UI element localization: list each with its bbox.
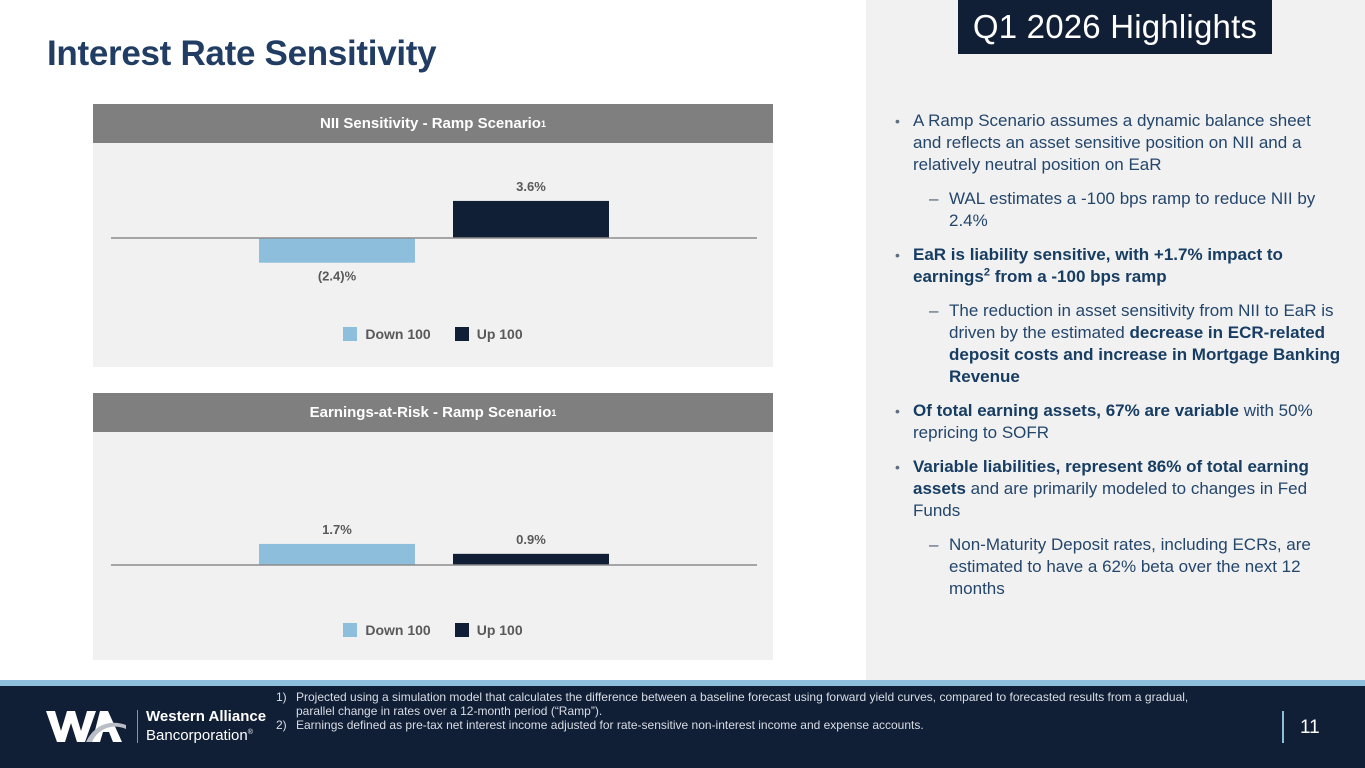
highlights-list: A Ramp Scenario assumes a dynamic balanc… (893, 110, 1343, 612)
footnote-number: 1) (276, 690, 287, 704)
legend-item-down-100: Down 100 (343, 326, 431, 342)
nii-chart-plot: (2.4)% 3.6% (111, 179, 757, 284)
highlight-sub-bullet: The reduction in asset sensitivity from … (893, 300, 1343, 388)
page-number: 11 (1300, 717, 1320, 738)
legend-label: Down 100 (365, 622, 431, 638)
legend-label: Up 100 (476, 326, 523, 342)
ear-chart-title: Earnings-at-Risk - Ramp Scenario 1 (93, 393, 773, 432)
footnote-text: Earnings defined as pre-tax net interest… (296, 718, 924, 732)
highlight-bullet: A Ramp Scenario assumes a dynamic balanc… (893, 110, 1343, 176)
data-label: 0.9% (516, 532, 546, 547)
highlight-text: Of total earning assets, 67% are variabl… (913, 401, 1239, 420)
data-label: 3.6% (516, 179, 546, 194)
logo-company-name: Western Alliance (146, 708, 267, 725)
footnote-ref: 2 (983, 266, 990, 279)
highlight-text: from a -100 bps ramp (989, 267, 1167, 286)
logo-sub-text: Bancorporation (146, 727, 248, 744)
legend-item-up-100: Up 100 (454, 326, 523, 342)
highlight-text: and are primarily modeled to changes in … (913, 479, 1308, 520)
legend-label: Down 100 (365, 326, 431, 342)
logo-company-sub: Bancorporation® (146, 727, 253, 745)
legend-swatch-down (343, 623, 358, 637)
bar-down-100 (259, 543, 415, 565)
highlight-bullet: Of total earning assets, 67% are variabl… (893, 400, 1343, 444)
highlight-text: Non-Maturity Deposit rates, including EC… (949, 535, 1311, 598)
footnotes: 1) Projected using a simulation model th… (276, 690, 1216, 732)
highlight-text: EaR is liability sensitive, with +1.7% i… (913, 245, 1283, 286)
highlight-text: with 50% repricing to SOFR (913, 401, 1313, 442)
legend-swatch-up (454, 623, 469, 637)
page-number-divider (1282, 711, 1284, 743)
page-title: Interest Rate Sensitivity (47, 34, 437, 73)
logo-divider (137, 710, 138, 743)
highlight-text: A Ramp Scenario assumes a dynamic balanc… (913, 111, 1311, 174)
footnote-2: 2) Earnings defined as pre-tax net inter… (276, 718, 1216, 732)
ear-chart-panel: Earnings-at-Risk - Ramp Scenario 1 1.7% 0.… (93, 393, 773, 660)
data-label: 1.7% (322, 522, 352, 537)
nii-chart-legend: Down 100 Up 100 (93, 326, 773, 342)
nii-chart-title: NII Sensitivity - Ramp Scenario 1 (93, 104, 773, 143)
ear-chart-plot: 1.7% 0.9% (111, 522, 757, 566)
highlight-bullet: EaR is liability sensitive, with +1.7% i… (893, 244, 1343, 288)
footnote-text: Projected using a simulation model that … (296, 690, 1189, 718)
legend-item-down-100: Down 100 (343, 622, 431, 638)
registered-mark: ® (247, 729, 253, 736)
highlight-text: WAL estimates a -100 bps ramp to reduce … (949, 189, 1316, 230)
highlights-badge: Q1 2026 Highlights (958, 0, 1272, 54)
highlight-text: Variable liabilities, represent 86% of t… (913, 457, 1309, 498)
legend-label: Up 100 (476, 622, 523, 638)
highlight-text: The reduction in asset sensitivity from … (949, 301, 1334, 342)
data-label: (2.4)% (318, 269, 357, 284)
footnote-number: 2) (276, 718, 287, 732)
nii-chart-panel: NII Sensitivity - Ramp Scenario 1 (2.4)% 3… (93, 104, 773, 367)
bar-down-100 (259, 238, 415, 263)
ear-chart-legend: Down 100 Up 100 (93, 622, 773, 638)
footnote-1: 1) Projected using a simulation model th… (276, 690, 1216, 718)
ear-chart-title-text: Earnings-at-Risk - Ramp Scenario (309, 404, 552, 421)
footer (0, 686, 1365, 768)
footer-accent-stripe (0, 680, 1365, 686)
bar-up-100 (453, 553, 609, 565)
western-alliance-logo-icon (46, 711, 126, 742)
highlight-text: decrease in ECR-related deposit costs an… (949, 323, 1341, 386)
highlight-sub-bullet: Non-Maturity Deposit rates, including EC… (893, 534, 1343, 600)
legend-swatch-down (343, 327, 358, 341)
legend-item-up-100: Up 100 (454, 622, 523, 638)
bar-up-100 (453, 200, 609, 238)
legend-swatch-up (454, 327, 469, 341)
nii-chart-title-text: NII Sensitivity - Ramp Scenario (320, 115, 541, 132)
highlight-bullet: Variable liabilities, represent 86% of t… (893, 456, 1343, 522)
highlight-sub-bullet: WAL estimates a -100 bps ramp to reduce … (893, 188, 1343, 232)
